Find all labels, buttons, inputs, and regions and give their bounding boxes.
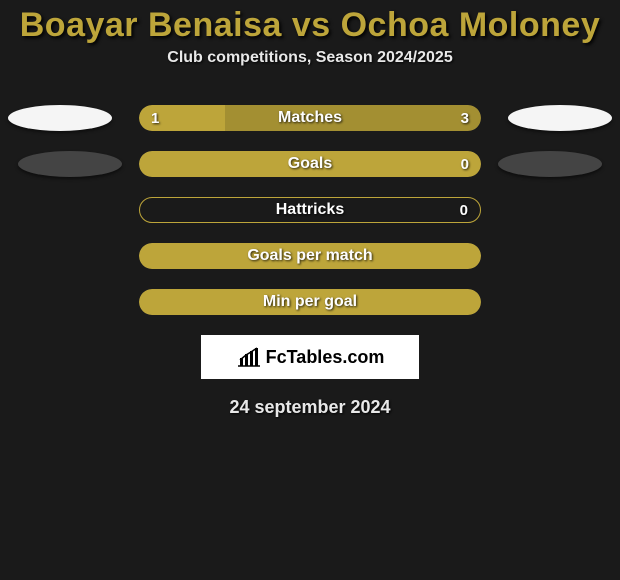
ellipse-right [508, 105, 612, 131]
subtitle: Club competitions, Season 2024/2025 [0, 49, 620, 67]
bar-track: 13Matches [139, 105, 481, 131]
bar-label: Goals [139, 151, 481, 177]
stat-row: 0Goals [0, 151, 620, 177]
brand-label: FcTables.com [266, 347, 385, 368]
bar-track: Goals per match [139, 243, 481, 269]
stat-row: Min per goal [0, 289, 620, 315]
bar-track: Min per goal [139, 289, 481, 315]
stats-comparison-card: Boayar Benaisa vs Ochoa Moloney Club com… [0, 0, 620, 418]
ellipse-right [498, 151, 602, 177]
bar-track: 0Hattricks [139, 197, 481, 223]
bar-label: Min per goal [139, 289, 481, 315]
brand-text: FcTables.com [236, 346, 385, 368]
bar-label: Goals per match [139, 243, 481, 269]
bar-chart-icon [236, 346, 262, 368]
bar-label: Matches [139, 105, 481, 131]
ellipse-left [18, 151, 122, 177]
bars-group: 13Matches 0Goals 0Hattricks Goals per match… [0, 105, 620, 315]
bar-label: Hattricks [140, 198, 480, 222]
stat-row: Goals per match [0, 243, 620, 269]
stat-row: 0Hattricks [0, 197, 620, 223]
bar-track: 0Goals [139, 151, 481, 177]
date-text: 24 september 2024 [0, 397, 620, 418]
brand-box[interactable]: FcTables.com [201, 335, 419, 379]
page-title: Boayar Benaisa vs Ochoa Moloney [0, 0, 620, 49]
stat-row: 13Matches [0, 105, 620, 131]
ellipse-left [8, 105, 112, 131]
